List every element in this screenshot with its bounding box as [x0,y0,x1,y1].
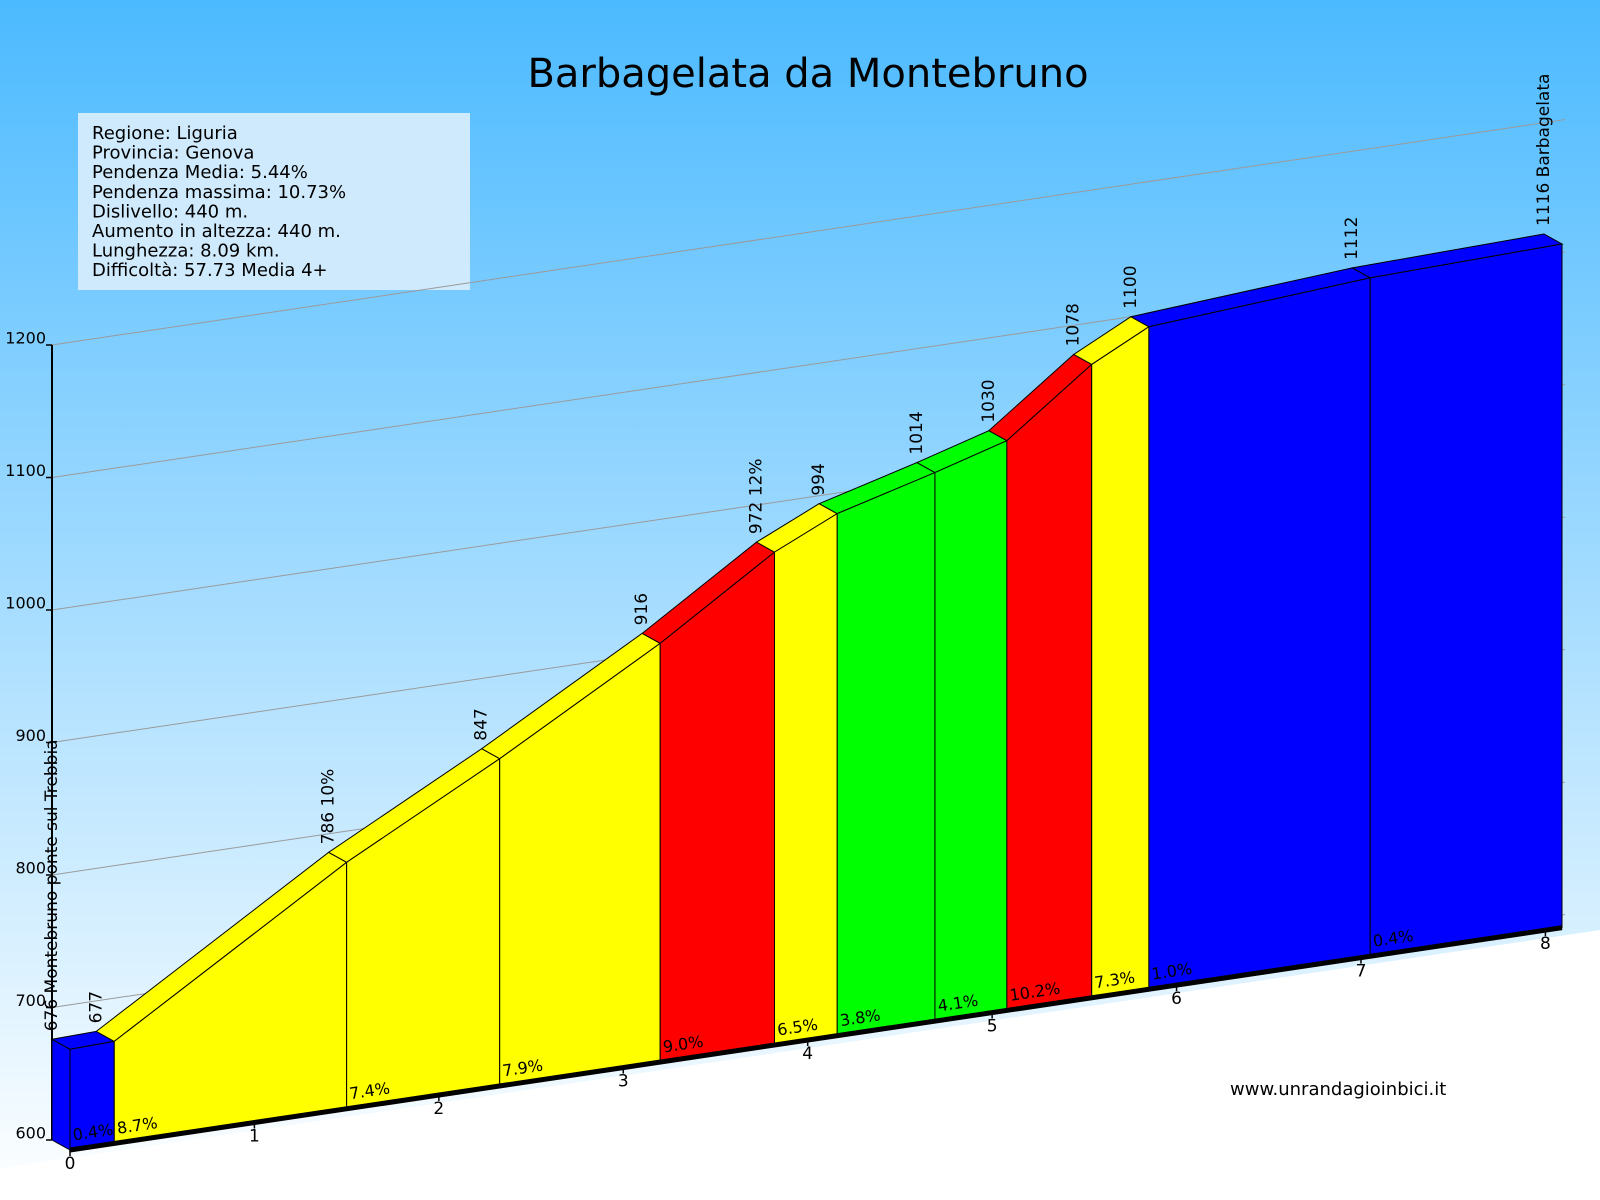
x-tick-label: 2 [433,1099,444,1119]
y-tick-label: 600 [15,1124,46,1143]
info-line: Dislivello: 440 m. [92,201,248,222]
segment [1091,325,1150,999]
y-tick-label: 900 [15,726,46,745]
grid-line [51,119,1566,346]
segment [934,439,1008,1022]
info-line: Provincia: Genova [92,143,254,164]
info-line: Lunghezza: 8.09 km. [92,241,280,262]
elevation-label: 1014 [907,411,927,454]
elevation-label: 1100 [1121,265,1141,308]
elevation-label: 1078 [1064,303,1084,346]
elevation-label: 847 [472,708,492,740]
segment-side [51,1038,71,1151]
source: www.unrandagioinbici.it [1230,1079,1446,1100]
info-line: Difficoltà: 57.73 Media 4+ [92,260,328,281]
x-tick-label: 3 [618,1072,629,1092]
chart-title: Barbagelata da Montebruno [527,51,1088,97]
info-line: Pendenza Media: 5.44% [92,162,308,183]
x-tick-label: 6 [1171,989,1182,1009]
x-tick-label: 0 [65,1154,76,1174]
elevation-label: 994 [809,463,829,495]
x-tick-label: 1 [249,1127,260,1147]
info-line: Aumento in altezza: 440 m. [92,221,341,242]
elevation-label: 1116 Barbagelata [1534,74,1554,226]
y-tick-label: 1200 [5,329,46,348]
y-tick-label: 800 [15,859,46,878]
elevation-label: 676 Montebruno ponte sul Trebbia [42,739,62,1031]
elevation-label: 1030 [979,379,999,422]
elevation-label: 916 [632,593,652,625]
segment [1369,243,1563,957]
x-tick-label: 4 [802,1044,813,1064]
elevation-label: 1112 [1342,217,1362,260]
y-tick-label: 1000 [5,594,46,613]
info-line: Pendenza massima: 10.73% [92,182,346,203]
elevation-label: 786 10% [319,769,339,845]
elevation-label: 677 [86,991,106,1023]
x-tick-label: 7 [1356,962,1367,982]
x-tick-label: 5 [987,1017,998,1037]
segment [1006,363,1093,1011]
ground [0,930,1600,1200]
segment [836,471,936,1037]
info-line: Regione: Liguria [92,123,238,144]
segment [1148,277,1371,990]
elevation-label: 972 12% [747,458,767,534]
y-tick-label: 700 [15,991,46,1010]
x-tick-label: 8 [1540,934,1551,954]
info-box [78,113,470,290]
y-tick-label: 1100 [5,461,46,480]
segment [774,512,838,1046]
x-axis [69,925,1563,1153]
